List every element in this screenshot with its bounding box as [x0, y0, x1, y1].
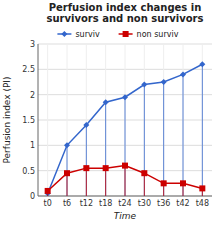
y-tick-label: 1	[30, 141, 35, 150]
y-axis-label: Perfusion index (PI)	[2, 76, 12, 163]
plot-area	[38, 44, 212, 196]
legend: surviv non surviv	[57, 30, 178, 39]
x-tick-label: t30	[138, 199, 151, 208]
series-group	[45, 61, 206, 196]
drop-line	[144, 173, 145, 196]
drop-line	[144, 85, 145, 196]
drop-line	[86, 125, 87, 196]
y-tick-label: 0	[30, 192, 35, 201]
marker	[83, 165, 89, 171]
drop-line	[105, 168, 106, 196]
drop-line	[163, 82, 164, 196]
y-tick-label: 1.5	[22, 116, 35, 125]
grid-line-x	[47, 44, 48, 196]
marker	[161, 79, 167, 85]
title: Perfusion index changes insurvivors and …	[46, 2, 203, 24]
grid-line-x	[125, 44, 126, 196]
marker	[180, 180, 186, 186]
drop-line	[105, 102, 106, 196]
drop-line	[86, 168, 87, 196]
grid	[38, 44, 212, 196]
marker	[122, 94, 128, 100]
marker	[199, 61, 205, 67]
drop-line	[67, 173, 68, 196]
title-line: survivors and non survivors	[46, 13, 203, 24]
marker	[199, 185, 205, 191]
marker	[122, 163, 128, 169]
legend-label: surviv	[75, 30, 99, 39]
grid-line-x	[105, 44, 106, 196]
grid-line-x	[183, 44, 184, 196]
marker	[141, 170, 147, 176]
chart: Perfusion index changes insurvivors and …	[0, 0, 220, 229]
legend-label: non surviv	[137, 30, 179, 39]
marker	[103, 99, 109, 105]
drop-line	[183, 74, 184, 196]
x-tick-label: t0	[44, 199, 52, 208]
series	[45, 163, 206, 196]
y-tick-label: 2.5	[22, 65, 35, 74]
y-tick-label: 2	[30, 91, 35, 100]
x-tick-label: t48	[196, 199, 209, 208]
title-line: Perfusion index changes in	[49, 2, 202, 13]
y-tick-label: 0.5	[22, 167, 35, 176]
x-tick-label: t36	[157, 199, 170, 208]
marker	[103, 165, 109, 171]
y-tick-label: 3	[30, 40, 35, 49]
x-tick-label: t24	[118, 199, 131, 208]
marker	[64, 170, 70, 176]
drop-line	[125, 97, 126, 196]
marker	[180, 71, 186, 77]
x-axis-label: Time	[114, 211, 137, 221]
legend-marker	[123, 31, 129, 37]
y-axis-line	[38, 44, 39, 196]
drop-line	[125, 166, 126, 196]
grid-line-x	[86, 44, 87, 196]
grid-line-x	[163, 44, 164, 196]
chart-container: Perfusion index changes insurvivors and …	[0, 0, 220, 229]
marker	[64, 142, 70, 148]
drop-line	[202, 64, 203, 196]
marker	[45, 188, 51, 194]
x-tick-label: t6	[63, 199, 71, 208]
x-tick-label: t42	[176, 199, 189, 208]
line	[48, 166, 203, 191]
x-tick-label: t12	[80, 199, 93, 208]
legend-marker	[61, 31, 67, 37]
x-tick-label: t18	[99, 199, 112, 208]
marker	[141, 82, 147, 88]
marker	[161, 180, 167, 186]
marker	[83, 122, 89, 128]
series	[45, 61, 206, 196]
